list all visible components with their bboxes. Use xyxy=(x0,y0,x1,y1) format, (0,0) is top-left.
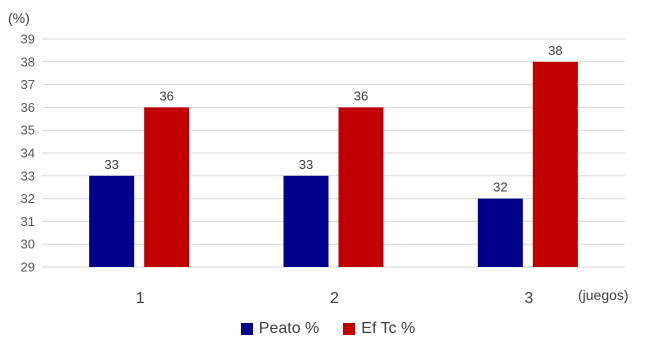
y-axis-ticks: 29 30 31 32 33 34 35 36 37 38 39 xyxy=(21,32,35,275)
y-tick-label: 31 xyxy=(21,214,35,229)
y-tick-label: 35 xyxy=(21,123,35,138)
bar xyxy=(532,61,578,267)
legend-label: Ef Tc % xyxy=(361,320,416,337)
bar xyxy=(283,175,329,267)
data-label: 36 xyxy=(159,88,173,103)
data-labels: 33 36 33 36 32 38 xyxy=(104,43,562,195)
y-tick-label: 30 xyxy=(21,237,35,252)
bar xyxy=(144,107,190,268)
bars xyxy=(89,61,578,268)
bar xyxy=(89,175,135,267)
x-tick-label: 1 xyxy=(136,290,145,307)
x-axis-ticks: 1 2 3 xyxy=(136,290,534,307)
data-label: 38 xyxy=(548,43,562,58)
legend-label: Peato % xyxy=(258,320,320,337)
gridlines xyxy=(42,38,625,268)
legend: Peato % Ef Tc % xyxy=(0,320,656,338)
data-label: 33 xyxy=(104,157,118,172)
legend-item-series-2: Ef Tc % xyxy=(343,320,415,338)
y-tick-label: 36 xyxy=(21,100,35,115)
y-axis-unit-label: (%) xyxy=(8,10,30,26)
y-tick-label: 34 xyxy=(21,146,35,161)
bar xyxy=(338,107,384,268)
y-tick-label: 33 xyxy=(21,168,35,183)
y-tick-label: 29 xyxy=(21,260,35,275)
data-label: 36 xyxy=(354,88,368,103)
y-tick-label: 39 xyxy=(21,32,35,47)
y-tick-label: 37 xyxy=(21,77,35,92)
bar xyxy=(477,198,523,267)
x-axis-unit-label: (juegos) xyxy=(578,287,629,303)
data-label: 33 xyxy=(299,157,313,172)
x-tick-label: 2 xyxy=(330,290,339,307)
legend-item-series-1: Peato % xyxy=(240,320,320,338)
legend-swatch xyxy=(240,323,253,335)
x-tick-label: 3 xyxy=(524,290,533,307)
y-tick-label: 38 xyxy=(21,54,35,69)
y-tick-label: 32 xyxy=(21,191,35,206)
legend-swatch xyxy=(343,323,356,335)
data-label: 32 xyxy=(493,180,507,195)
